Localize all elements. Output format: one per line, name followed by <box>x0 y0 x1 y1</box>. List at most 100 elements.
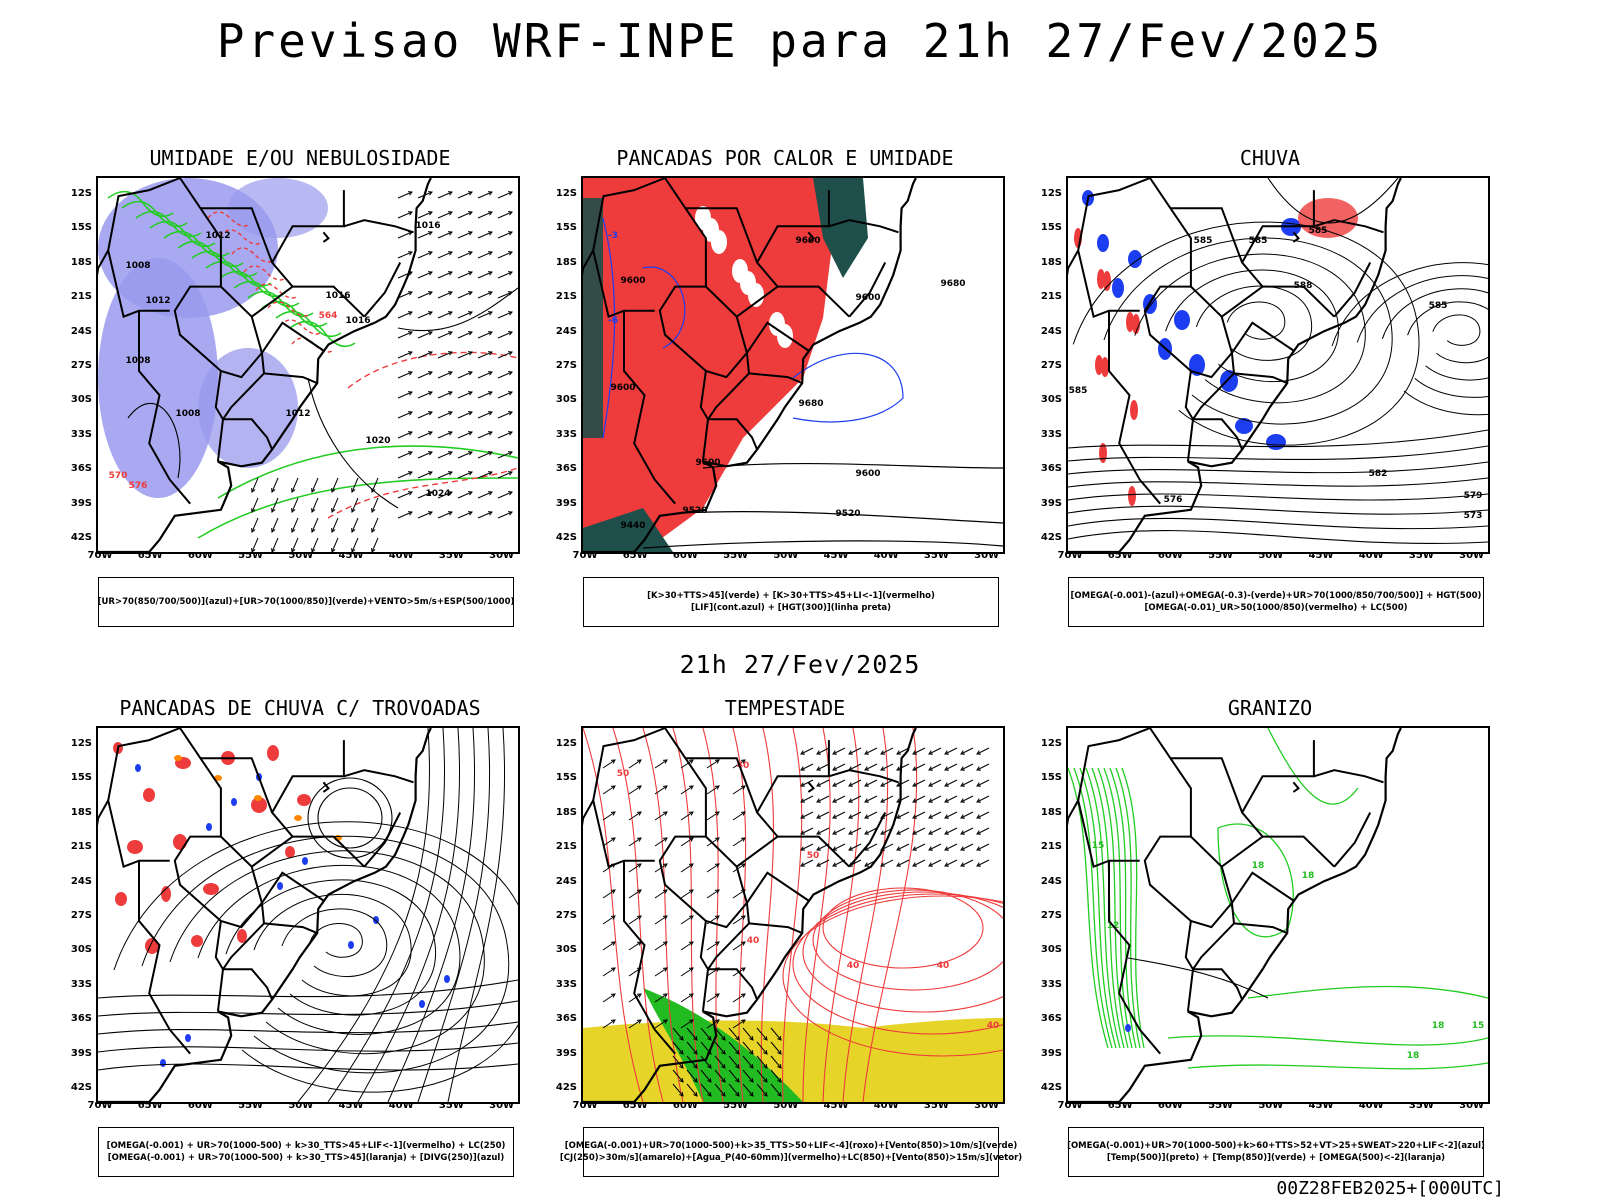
arrow-head <box>467 311 473 316</box>
lon-tick-label: 45W <box>1308 1100 1334 1111</box>
lat-tick-label: 30S <box>70 944 92 956</box>
wind-arrow <box>816 763 830 771</box>
height-contour <box>1068 517 1488 530</box>
convection-red-area <box>583 178 853 552</box>
arrow-head <box>749 1077 754 1083</box>
arrow-head <box>912 766 918 771</box>
wind-arrow <box>291 477 299 493</box>
contour-label: 585 <box>1249 236 1268 246</box>
arrow-head <box>291 527 296 533</box>
panel-pancadas-calor: PANCADAS POR CALOR E UMIDADE 12S 15S 18S 21S… <box>545 146 1025 627</box>
thunderstorm-red-patch <box>127 840 143 854</box>
wind-arrow <box>497 191 513 199</box>
wind-arrow <box>960 763 974 771</box>
lat-tick-label: 42S <box>1040 532 1062 543</box>
arrow-head <box>740 837 746 842</box>
arrow-head <box>407 511 413 516</box>
lat-tick-label: 33S <box>555 428 577 440</box>
state-border <box>1221 285 1336 318</box>
state-border <box>828 219 899 234</box>
arrow-head <box>487 411 493 416</box>
lif-blue-contour <box>602 217 616 439</box>
wind-arrow <box>397 451 413 459</box>
wind-arrow <box>714 1083 726 1097</box>
state-border <box>200 757 274 813</box>
wind-arrow <box>928 779 942 787</box>
thunderstorm-red-patch <box>285 846 295 858</box>
panel-tempestade: TEMPESTADE 12S 15S 18S 21S 24S 27S 30S 33S 36S 39S… <box>545 696 1025 1177</box>
arrow-head <box>487 251 493 256</box>
rain-red-patch <box>1097 269 1105 289</box>
wind-arrow <box>960 827 974 835</box>
wind-arrow <box>497 391 513 399</box>
lon-tick-label: 40W <box>873 550 899 561</box>
height-contour <box>98 1063 518 1071</box>
lon-tick-label: 40W <box>388 550 414 561</box>
wind-arrow <box>896 779 910 787</box>
wind-arrow <box>800 843 814 851</box>
legend-line: [LIF](cont.azul) + [HGT(300)](linha pret… <box>690 603 892 613</box>
wind-arrow <box>672 1055 684 1069</box>
wind-arrow <box>686 1027 698 1041</box>
wind-arrow <box>770 1055 782 1069</box>
wind-arrow <box>417 391 433 399</box>
thunderstorm-red-patch <box>251 797 267 813</box>
panel-chuva: CHUVA 12S 15S 18S 21S 24S 27S 30S 33S 36S 39S 42S 70… <box>1030 146 1510 627</box>
arrow-head <box>467 191 473 196</box>
arrow-head <box>351 507 356 513</box>
arrow-head <box>912 782 918 787</box>
state-border <box>261 321 324 354</box>
thunderstorm-red-patch <box>173 834 187 850</box>
contour-label: 18 <box>1252 861 1265 871</box>
wind-arrow <box>680 993 694 1003</box>
arrow-head <box>610 993 616 998</box>
state-border <box>1170 207 1244 263</box>
lat-tick-label: 21S <box>70 291 92 303</box>
state-border <box>699 370 710 462</box>
arrow-head <box>763 1091 768 1097</box>
wind-arrow <box>251 497 259 513</box>
arrow-head <box>944 782 950 787</box>
wind-arrow <box>728 1055 740 1069</box>
wind-arrow <box>700 1069 712 1083</box>
legend-line: [OMEGA(-0.001) + UR>70(1000-500) + k>30_… <box>106 1141 506 1151</box>
legend-line: [OMEGA(-0.001) + UR>70(1000-500) + k>30_… <box>107 1153 505 1163</box>
lon-tick-label: 40W <box>1358 1100 1384 1111</box>
height-contour <box>682 511 1003 524</box>
wind-arrow <box>417 371 433 379</box>
state-border <box>343 219 414 234</box>
arrow-head <box>507 191 513 196</box>
wind-arrow <box>417 351 433 359</box>
legend-line: [K>30+TTS>45](verde) + [K>30+TTS>45+LI<-… <box>647 591 935 601</box>
wind-arrow <box>417 471 433 479</box>
wind-arrow <box>714 1027 726 1041</box>
wind-arrow <box>477 351 493 359</box>
coastline <box>1068 728 1402 1102</box>
arrow-head <box>636 915 642 920</box>
wind-arrow <box>928 843 942 851</box>
arrow-head <box>447 311 453 316</box>
lon-tick-label: 60W <box>187 550 213 561</box>
precip-water-contour <box>822 728 860 1102</box>
arrow-head <box>371 507 376 513</box>
precip-water-contour <box>583 728 644 1102</box>
streamline <box>1432 314 1481 346</box>
arrow-head <box>721 1035 726 1041</box>
lat-tick-label: 36S <box>555 1013 577 1025</box>
divergence-blue-dot <box>419 1000 425 1008</box>
wind-arrow <box>732 811 746 821</box>
wind-arrow <box>742 1041 754 1055</box>
lat-tick-label: 24S <box>70 325 92 337</box>
state-border <box>1233 372 1288 385</box>
arrow-head <box>331 487 336 493</box>
wind-arrow <box>477 331 493 339</box>
arrow-head <box>960 782 966 787</box>
panel-title: UMIDADE E/OU NEBULOSIDADE <box>149 146 451 170</box>
streamline <box>1356 275 1488 398</box>
rain-blue-patch <box>1220 370 1238 392</box>
arrow-head <box>679 1091 684 1097</box>
lon-tick-label: 50W <box>1258 1100 1284 1111</box>
lon-tick-label: 50W <box>773 550 799 561</box>
divergence-blue-dot <box>302 857 308 865</box>
arrow-head <box>714 967 720 972</box>
